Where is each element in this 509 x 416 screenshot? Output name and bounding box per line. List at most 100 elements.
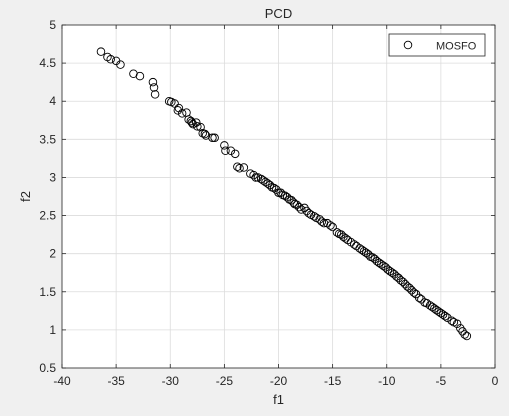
- data-point: [374, 258, 384, 268]
- data-point: [235, 164, 244, 173]
- y-tick-label: 1.5: [39, 285, 56, 299]
- data-point: [438, 310, 448, 319]
- data-point: [430, 304, 439, 313]
- data-point: [355, 244, 364, 253]
- y-tick-label: 5: [49, 18, 56, 32]
- data-point: [208, 133, 217, 143]
- data-point: [447, 316, 456, 325]
- axis-ticks: -40 -35 -30 -25 -20 -15 -10 -5 0 0.5 1 1.5 2 2.5 3 3.5 4…: [39, 18, 498, 388]
- data-point: [304, 209, 314, 218]
- data-point: [434, 307, 443, 316]
- data-point: [332, 228, 342, 237]
- x-tick-label: -35: [107, 374, 125, 388]
- data-point: [292, 200, 302, 210]
- data-point: [328, 222, 337, 232]
- data-point: [186, 116, 196, 126]
- data-point: [196, 122, 205, 132]
- data-point: [359, 247, 369, 256]
- y-tick-label: 3: [49, 170, 56, 184]
- data-point: [210, 133, 219, 143]
- chart-title: PCD: [265, 6, 292, 21]
- data-point: [201, 131, 211, 140]
- data-point: [276, 188, 285, 197]
- data-point: [398, 277, 408, 287]
- data-point: [249, 170, 258, 180]
- data-point: [239, 163, 249, 172]
- legend-marker-icon: [403, 40, 413, 50]
- data-point: [436, 308, 446, 318]
- data-point: [177, 109, 187, 118]
- data-point: [326, 221, 335, 230]
- data-point: [282, 193, 292, 202]
- data-point: [220, 141, 229, 150]
- x-tick-label: 0: [492, 374, 499, 388]
- data-point: [309, 212, 319, 221]
- legend-box: [388, 33, 486, 57]
- data-point: [432, 305, 441, 315]
- data-point: [269, 183, 279, 193]
- y-tick-label: 0.5: [39, 361, 56, 375]
- data-point: [440, 311, 450, 321]
- data-point: [372, 257, 382, 266]
- x-tick-label: -15: [324, 374, 342, 388]
- data-point: [460, 330, 469, 339]
- data-point: [294, 202, 304, 212]
- y-tick-label: 4.5: [39, 56, 56, 70]
- data-point: [193, 122, 202, 131]
- data-point: [414, 293, 424, 303]
- x-tick-label: -40: [53, 374, 71, 388]
- data-point: [385, 266, 395, 276]
- data-point: [184, 115, 193, 124]
- data-point: [300, 203, 309, 213]
- x-tick-label: -20: [270, 374, 288, 388]
- data-point: [259, 176, 268, 185]
- x-tick-label: -25: [216, 374, 234, 388]
- data-point: [261, 177, 270, 187]
- legend: MOSFO: [388, 33, 486, 57]
- data-point: [256, 174, 266, 184]
- data-point: [226, 146, 236, 156]
- data-point: [272, 185, 281, 194]
- legend-entry-mosfo: MOSFO: [436, 41, 477, 53]
- data-point: [462, 331, 472, 341]
- data-point: [458, 327, 467, 336]
- data-point: [339, 232, 348, 242]
- data-point: [405, 283, 414, 293]
- data-point: [148, 77, 158, 87]
- y-tick-label: 1: [49, 323, 56, 337]
- data-point: [191, 118, 201, 127]
- data-point: [383, 265, 393, 274]
- data-point: [116, 60, 125, 69]
- data-point: [230, 149, 240, 159]
- data-point: [221, 146, 230, 156]
- data-point: [456, 324, 465, 333]
- x-tick-label: -5: [436, 374, 447, 388]
- data-point: [452, 319, 462, 329]
- y-tick-label: 3.5: [39, 132, 56, 146]
- data-point: [251, 173, 261, 182]
- data-point: [357, 245, 367, 255]
- data-point: [150, 90, 160, 99]
- data-point: [443, 313, 452, 322]
- data-point: [200, 129, 210, 139]
- data-point: [265, 180, 275, 190]
- data-point: [233, 162, 242, 172]
- data-point: [425, 301, 435, 310]
- data-point: [149, 83, 159, 92]
- data-point: [170, 99, 179, 108]
- data-point: [377, 260, 386, 269]
- x-tick-label: -10: [378, 374, 396, 388]
- x-axis-label: f1: [273, 392, 284, 407]
- data-point: [409, 288, 419, 297]
- data-point: [317, 217, 327, 226]
- data-point: [96, 47, 106, 56]
- y-axis-label: f2: [18, 191, 33, 202]
- data-point: [364, 250, 373, 259]
- data-point: [135, 71, 145, 81]
- y-tick-label: 2: [49, 247, 56, 261]
- data-point: [129, 69, 138, 79]
- data-point: [427, 302, 437, 312]
- y-tick-label: 2.5: [39, 209, 56, 223]
